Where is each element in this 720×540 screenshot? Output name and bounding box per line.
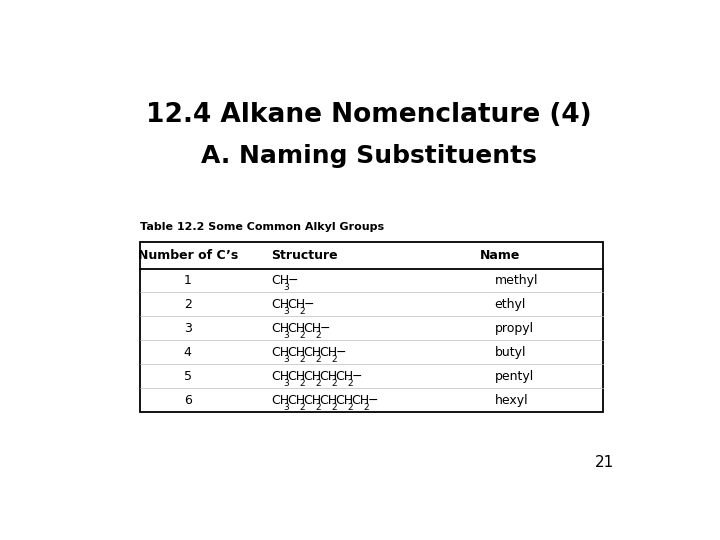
Text: CH: CH: [320, 370, 338, 383]
Text: 2: 2: [331, 355, 337, 364]
Text: propyl: propyl: [495, 322, 534, 335]
Text: −: −: [287, 274, 298, 287]
Text: 2: 2: [184, 298, 192, 311]
Text: 5: 5: [184, 370, 192, 383]
Text: CH: CH: [303, 346, 322, 359]
Text: CH: CH: [351, 394, 369, 407]
Text: CH: CH: [303, 394, 322, 407]
Text: 2: 2: [331, 403, 337, 412]
Text: −: −: [351, 370, 362, 383]
Text: 3: 3: [283, 307, 289, 316]
Text: 2: 2: [315, 355, 321, 364]
Text: Name: Name: [480, 248, 521, 261]
Text: CH: CH: [303, 322, 322, 335]
Text: 2: 2: [315, 403, 321, 412]
Text: CH: CH: [303, 370, 322, 383]
Text: 4: 4: [184, 346, 192, 359]
Text: 21: 21: [595, 455, 615, 470]
Text: CH: CH: [287, 394, 305, 407]
Text: 2: 2: [331, 379, 337, 388]
Text: 2: 2: [315, 332, 321, 340]
Text: CH: CH: [271, 370, 289, 383]
Text: 2: 2: [315, 379, 321, 388]
Text: CH: CH: [336, 370, 354, 383]
Text: 3: 3: [283, 284, 289, 293]
Text: 2: 2: [347, 403, 353, 412]
Text: 3: 3: [283, 379, 289, 388]
Text: Structure: Structure: [271, 248, 338, 261]
Text: 1: 1: [184, 274, 192, 287]
Text: 3: 3: [283, 403, 289, 412]
Text: CH: CH: [287, 322, 305, 335]
Text: 3: 3: [184, 322, 192, 335]
Text: 2: 2: [300, 355, 305, 364]
Text: CH: CH: [271, 394, 289, 407]
Text: CH: CH: [320, 394, 338, 407]
Text: 12.4 Alkane Nomenclature (4): 12.4 Alkane Nomenclature (4): [146, 102, 592, 127]
Text: CH: CH: [271, 322, 289, 335]
Text: CH: CH: [271, 298, 289, 311]
Bar: [140, 241, 603, 412]
Text: CH: CH: [271, 274, 289, 287]
Text: Table 12.2 Some Common Alkyl Groups: Table 12.2 Some Common Alkyl Groups: [140, 222, 384, 232]
Text: 2: 2: [300, 332, 305, 340]
Text: Number of C’s: Number of C’s: [138, 248, 238, 261]
Text: 2: 2: [300, 379, 305, 388]
Text: CH: CH: [320, 346, 338, 359]
Text: pentyl: pentyl: [495, 370, 534, 383]
Text: −: −: [336, 346, 346, 359]
Text: methyl: methyl: [495, 274, 538, 287]
Text: CH: CH: [287, 298, 305, 311]
Text: 2: 2: [347, 379, 353, 388]
Text: 2: 2: [300, 307, 305, 316]
Text: CH: CH: [287, 346, 305, 359]
Text: CH: CH: [271, 346, 289, 359]
Text: ethyl: ethyl: [495, 298, 526, 311]
Text: 3: 3: [283, 355, 289, 364]
Text: hexyl: hexyl: [495, 394, 528, 407]
Text: A. Naming Substituents: A. Naming Substituents: [201, 144, 537, 168]
Text: 3: 3: [283, 332, 289, 340]
Text: 2: 2: [364, 403, 369, 412]
Text: butyl: butyl: [495, 346, 526, 359]
Text: 2: 2: [300, 403, 305, 412]
Text: −: −: [320, 322, 330, 335]
Text: −: −: [303, 298, 314, 311]
Text: CH: CH: [336, 394, 354, 407]
Text: −: −: [367, 394, 378, 407]
Text: CH: CH: [287, 370, 305, 383]
Text: 6: 6: [184, 394, 192, 407]
